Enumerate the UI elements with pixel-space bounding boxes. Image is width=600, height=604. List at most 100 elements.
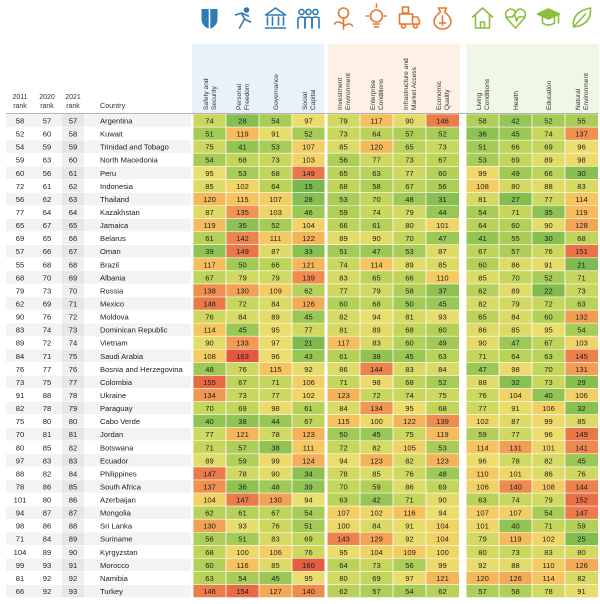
- cell-value: 70: [372, 195, 380, 204]
- heat-cell: [466, 558, 499, 572]
- heat-cell: [292, 336, 325, 350]
- heat-cell: [393, 283, 426, 297]
- heat-cell: [292, 349, 325, 363]
- heat-cell: [259, 519, 292, 533]
- heat-cell: [565, 388, 598, 402]
- rank-2021-bg: [62, 323, 84, 337]
- cell-value: 59: [372, 482, 380, 491]
- heat-cell: [193, 584, 226, 598]
- heat-cell: [226, 205, 259, 219]
- rank-2011: 104: [14, 548, 27, 557]
- heat-cell: [360, 427, 393, 441]
- heat-cell: [259, 179, 292, 193]
- cell-value: 45: [405, 352, 413, 361]
- heat-cell: [393, 270, 426, 284]
- cell-value: 81: [339, 326, 347, 335]
- rank-2021-bg: [62, 257, 84, 271]
- cell-value: 88: [544, 182, 552, 191]
- cell-value: 104: [436, 535, 449, 544]
- heat-cell: [360, 336, 393, 350]
- heat-cell: [532, 401, 565, 415]
- heat-cell: [327, 166, 360, 180]
- cell-value: 49: [511, 169, 519, 178]
- heat-cell: [327, 323, 360, 337]
- column-header-2: Personal: [236, 83, 243, 110]
- heat-cell: [327, 401, 360, 415]
- column-header-9: Conditions: [484, 78, 491, 110]
- heat-cell: [193, 519, 226, 533]
- heat-cell: [466, 114, 499, 128]
- heat-cell: [466, 532, 499, 546]
- cell-value: 68: [577, 234, 585, 243]
- cell-value: 123: [337, 391, 350, 400]
- rank-2011: 97: [16, 456, 24, 465]
- cell-value: 44: [438, 208, 446, 217]
- cell-value: 38: [372, 352, 380, 361]
- dollar-plant-icon: [333, 7, 354, 30]
- row-band: [6, 479, 191, 494]
- heat-cell: [532, 414, 565, 428]
- heat-cell: [259, 466, 292, 480]
- country-name: Saudi Arabia: [100, 352, 144, 361]
- cell-value: 51: [339, 247, 347, 256]
- cell-value: 53: [405, 247, 413, 256]
- cell-value: 61: [339, 352, 347, 361]
- cell-value: 54: [304, 509, 312, 518]
- rank-2020: 60: [43, 130, 51, 139]
- heat-cell: [532, 140, 565, 154]
- heat-cell: [327, 532, 360, 546]
- heat-cell: [499, 545, 532, 559]
- cell-value: 102: [370, 509, 383, 518]
- header-band-3: [465, 44, 599, 114]
- cell-value: 32: [511, 378, 519, 387]
- cell-value: 59: [478, 430, 486, 439]
- rank-2011: 91: [16, 391, 24, 400]
- cell-value: 35: [544, 208, 552, 217]
- heat-cell: [532, 296, 565, 311]
- heat-cell: [499, 571, 532, 585]
- heat-cell: [466, 257, 499, 271]
- heat-cell: [532, 388, 565, 402]
- heat-cell: [292, 205, 325, 219]
- heat-cell: [226, 506, 259, 520]
- cell-value: 86: [478, 326, 486, 335]
- cell-value: 117: [370, 117, 382, 126]
- heat-cell: [393, 558, 426, 572]
- cell-value: 47: [478, 365, 486, 374]
- cell-value: 93: [238, 522, 246, 531]
- cell-value: 45: [271, 574, 279, 583]
- heat-cell: [466, 153, 499, 167]
- rank-2021: 93: [69, 587, 77, 596]
- country-name: Brazil: [100, 260, 119, 269]
- heat-cell: [426, 296, 459, 311]
- heat-cell: [532, 375, 565, 389]
- row-band: [6, 375, 191, 389]
- rank-2020: 64: [43, 208, 51, 217]
- heat-cell: [532, 545, 565, 559]
- column-header-10: Health: [513, 91, 520, 110]
- heat-cell: [259, 323, 292, 337]
- cell-value: 80: [339, 574, 347, 583]
- heat-cell: [565, 205, 598, 219]
- cell-value: 85: [577, 417, 585, 426]
- row-band: [6, 506, 191, 520]
- heat-cell: [393, 310, 426, 324]
- heat-cell: [226, 218, 259, 232]
- cell-value: 54: [405, 587, 413, 596]
- heat-cell: [259, 479, 292, 494]
- heat-cell: [360, 362, 393, 376]
- cell-value: 93: [438, 313, 446, 322]
- cell-value: 119: [236, 130, 248, 139]
- cell-value: 60: [438, 169, 446, 178]
- country-name: Colombia: [100, 378, 133, 387]
- cell-value: 60: [205, 561, 213, 570]
- cell-value: 130: [269, 496, 282, 505]
- heat-cell: [193, 571, 226, 585]
- rank-2020: 78: [43, 404, 51, 413]
- country-name: Russia: [100, 286, 124, 295]
- cell-value: 96: [271, 352, 279, 361]
- cell-value: 89: [405, 260, 413, 269]
- cell-value: 67: [271, 509, 279, 518]
- heat-cell: [393, 349, 426, 363]
- column-header-6: Enterprise: [370, 80, 377, 110]
